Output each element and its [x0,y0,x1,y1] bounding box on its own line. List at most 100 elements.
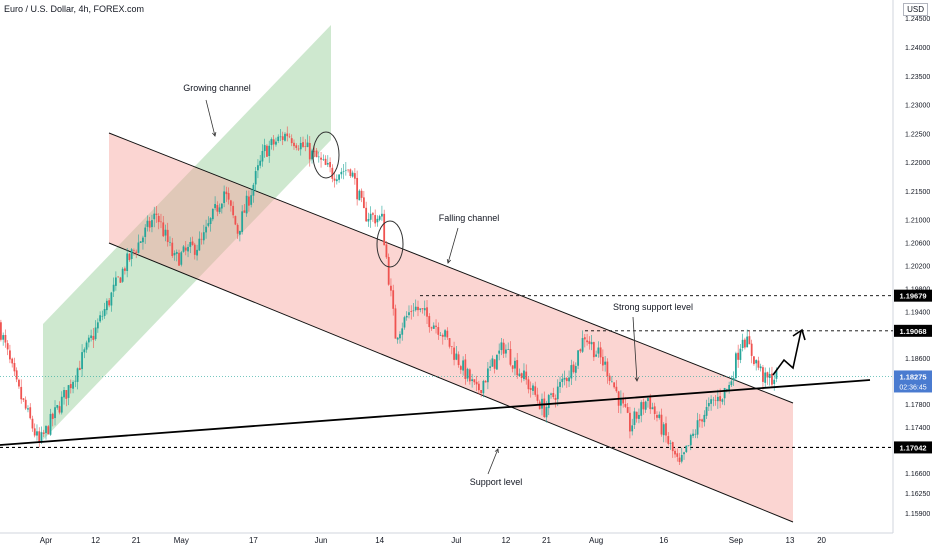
candle-body [124,268,126,271]
candle-body [257,165,259,171]
candle-body [243,210,246,213]
x-tick-label: 21 [132,536,141,545]
candle-body [211,208,214,220]
candle-body [658,414,661,418]
candle-body [367,218,370,222]
breakdown-circle[interactable] [376,220,404,268]
candle-body [304,146,307,147]
candle-body [223,191,226,204]
candle-body [762,367,764,382]
candle-body [353,173,356,179]
candle-body [175,251,178,254]
candle-body [322,159,325,160]
candle-body [133,250,135,251]
candle-body [534,386,537,395]
candle-body [613,382,616,388]
candle-body [432,325,435,329]
candle-body [166,229,169,243]
x-tick-label: 12 [91,536,100,545]
price-level-label: 1.19679 [899,292,926,301]
candle-body [401,328,404,335]
candle-body [33,428,36,436]
candle-body [441,334,444,337]
candlestick-series[interactable] [0,126,778,466]
y-tick-label: 1.24000 [905,45,930,52]
candle-body [516,360,519,376]
candle-body [601,356,604,366]
candle-body [18,379,20,387]
support-trend-line[interactable] [0,379,871,446]
candle-body [69,384,72,389]
falling-channel-fill [109,133,793,522]
breakout-circle[interactable] [312,131,340,179]
candle-body [730,381,733,386]
candle-body [378,216,381,220]
x-tick-label: 12 [501,536,510,545]
candle-body [171,242,174,256]
support-level-label: Support level [470,477,523,487]
candle-body [342,171,345,172]
x-tick-label: 21 [542,536,551,545]
candle-body [667,436,670,444]
candle-body [773,379,776,384]
candle-body [90,335,92,339]
candle-body [347,169,350,171]
candle-body [486,368,489,383]
y-tick-label: 1.15900 [905,511,930,518]
candle-body [543,398,546,417]
candle-body [331,167,334,179]
candle-body [437,327,440,335]
candle-body [4,334,7,343]
candle-body [725,389,728,390]
price-level-tag [894,289,932,302]
candle-body [482,380,485,394]
candle-body [320,157,322,160]
candle-body [764,372,767,383]
candle-body [238,230,241,235]
candle-body [198,238,201,251]
candle-body [556,386,559,400]
candle-body [710,399,712,404]
falling-channel-upper-line[interactable] [108,132,794,404]
candle-body [649,397,652,410]
candle-body [135,251,138,253]
falling-channel-lower-line[interactable] [108,242,794,523]
candle-body [369,213,372,220]
candle-body [137,242,140,253]
candle-body [466,368,469,379]
projection-path[interactable] [772,330,802,376]
candle-body [606,361,609,377]
annotation-arrowhead [634,377,639,382]
candle-body [721,399,724,402]
candle-body [268,145,271,157]
candle-body [344,169,347,171]
candle-body [266,145,268,157]
candle-body [11,358,14,364]
candle-body [608,375,611,381]
candle-body [277,136,280,142]
candle-body [403,317,406,328]
candle-body [76,368,79,382]
candle-body [423,308,426,311]
currency-label[interactable]: USD [903,3,928,16]
candle-body [671,442,674,452]
candle-body [45,426,47,434]
candle-body [656,415,658,418]
candle-body [626,407,629,413]
candle-body [500,342,503,351]
candle-body [514,360,516,369]
candle-body [279,136,282,138]
candle-body [288,136,291,138]
candle-body [394,308,397,339]
x-tick-label: 20 [817,536,826,545]
candle-body [38,431,41,442]
candle-body [692,433,694,436]
candle-body [572,364,575,373]
annotation-arrow [447,227,459,264]
candle-body [9,350,11,360]
candle-body [570,365,573,379]
candle-body [92,335,95,340]
growing-channel-fill [43,25,331,440]
